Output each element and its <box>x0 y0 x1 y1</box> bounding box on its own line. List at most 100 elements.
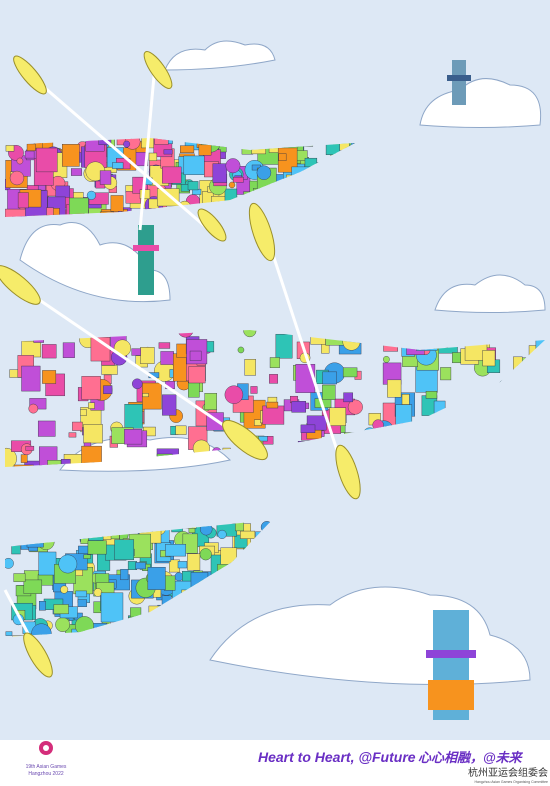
mosaic-tile <box>212 163 227 183</box>
mosaic-tile <box>158 342 171 349</box>
mosaic-tile <box>62 342 75 358</box>
mosaic-tile <box>39 601 46 611</box>
mosaic-tile <box>165 544 186 557</box>
mosaic-tile <box>83 424 103 444</box>
slogan-english: Heart to Heart, @Future <box>258 749 416 765</box>
mosaic-tile <box>69 197 89 217</box>
pagodas <box>133 60 476 720</box>
mosaic-tile <box>72 421 83 431</box>
mosaic-tile <box>189 350 202 361</box>
mosaic-tile <box>123 140 131 148</box>
mosaic-tile <box>199 548 212 561</box>
mosaic-tile <box>182 533 198 554</box>
mosaic-tile <box>112 162 124 169</box>
mosaic-tile <box>347 399 363 415</box>
mosaic-tile <box>147 567 166 590</box>
mosaic-tile <box>25 445 35 451</box>
mosaic-tile <box>41 344 57 359</box>
mosaic-tile <box>183 155 205 175</box>
mosaic-tile <box>80 409 87 416</box>
mosaic-tile <box>174 572 184 582</box>
mosaic-tile <box>176 343 187 358</box>
mosaic-tile <box>256 165 272 180</box>
mosaic-tile <box>16 157 24 165</box>
mosaic-tile <box>60 585 69 594</box>
mosaic-tile <box>157 188 180 207</box>
mosaic-tile <box>13 464 34 467</box>
mosaic-tile <box>300 424 316 433</box>
mosaic-tile <box>142 393 149 398</box>
mosaic-tile <box>75 590 87 598</box>
mosaic-tile <box>5 145 15 152</box>
mosaic-tile <box>188 366 206 384</box>
mosaic-tile <box>88 402 95 409</box>
mosaic-tile <box>5 557 14 569</box>
mosaic-tile <box>275 333 293 359</box>
mosaic-tile <box>187 553 201 571</box>
mosaic-tile <box>17 192 29 209</box>
mosaic-tile <box>440 367 452 381</box>
mosaic-tile <box>162 394 177 416</box>
mosaic-tile <box>53 604 69 615</box>
mosaic-tile <box>322 384 336 400</box>
mosaic-tile <box>401 394 410 405</box>
mosaic-tile <box>31 623 52 637</box>
mosaic-tile <box>24 460 45 467</box>
slogan-chinese: 心心相融，@未来 <box>418 750 524 765</box>
mosaic-tile <box>278 153 287 161</box>
mosaic-tile <box>425 391 438 399</box>
oars <box>0 51 361 678</box>
mosaic-tile <box>58 554 78 574</box>
mosaic-tile <box>26 143 36 151</box>
mosaic-tile <box>20 454 28 463</box>
mosaic-tile <box>131 348 141 356</box>
mosaic-tile <box>70 168 82 176</box>
mosaic-tile <box>21 365 41 392</box>
mosaic-tile <box>42 370 57 384</box>
footer-band <box>0 740 550 786</box>
mosaic-tile <box>224 385 244 404</box>
organizer-chinese: 杭州亚运会组委会 <box>468 766 548 779</box>
mosaic-tile <box>291 401 306 413</box>
mosaic-tile <box>250 386 258 394</box>
mosaic-tile <box>160 351 174 365</box>
mosaic-tile <box>83 554 91 559</box>
mosaic-tile <box>180 145 195 153</box>
mosaic-tile <box>228 181 236 189</box>
mosaic-tile <box>5 208 28 217</box>
mosaic-tile <box>5 631 13 636</box>
mosaic-tile <box>343 392 353 403</box>
mosaic-tile <box>188 382 200 398</box>
mosaic-tile <box>217 529 227 539</box>
mosaic-tile <box>175 425 187 435</box>
mosaic-tile <box>395 404 413 426</box>
mosaic-tile <box>5 447 17 467</box>
mosaic-tile <box>87 540 107 555</box>
mosaic-tile <box>101 365 118 375</box>
mosaic-tile <box>225 158 241 174</box>
logo-line1: 19th Asian Games <box>26 764 67 770</box>
mosaic-tile <box>11 545 21 555</box>
mosaic-tile <box>162 166 182 184</box>
mosaic-tile <box>55 617 70 632</box>
mosaic-tile <box>322 371 337 385</box>
logo: 19th Asian Games Hangzhou 2022 <box>26 741 67 777</box>
mosaic-tile <box>99 170 112 185</box>
mosaic-tile <box>266 401 279 409</box>
mosaic-tile <box>482 350 496 367</box>
mosaic-tile <box>46 207 54 217</box>
mosaic-tile <box>383 355 390 363</box>
mosaic-tile <box>47 460 62 467</box>
mosaic-tile <box>135 562 146 570</box>
logo-line2: Hangzhou 2022 <box>28 771 64 777</box>
mosaic-tile <box>387 379 402 398</box>
mosaic-tile <box>93 588 103 597</box>
mosaic-tile <box>23 579 43 594</box>
mosaic-tile <box>269 374 278 384</box>
mosaic-tile <box>24 150 35 159</box>
mosaic-tile <box>244 359 256 376</box>
mosaic-tile <box>342 367 358 378</box>
mosaic-tile <box>124 429 143 445</box>
mosaic-tile <box>232 176 244 183</box>
